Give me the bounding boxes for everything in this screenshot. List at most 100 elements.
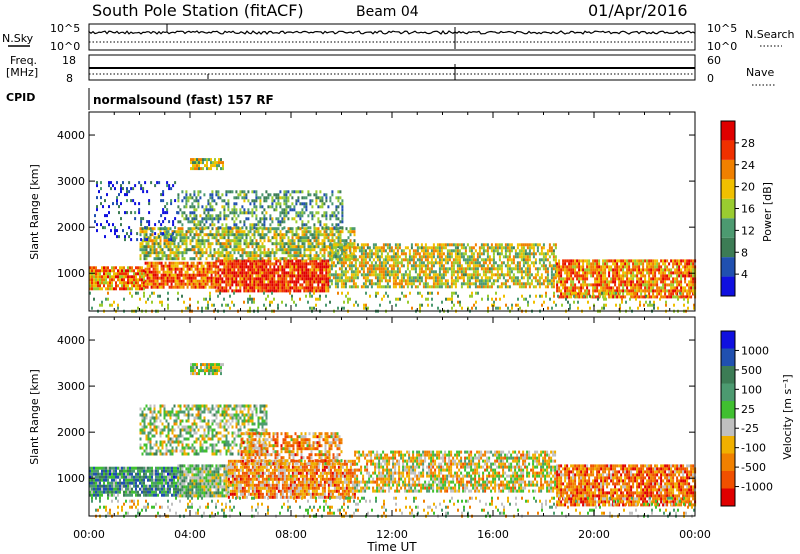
- scatter-cell: [530, 279, 533, 283]
- scatter-cell: [239, 283, 242, 287]
- scatter-cell: [307, 239, 310, 243]
- scatter-cell: [151, 242, 154, 246]
- scatter-cell: [517, 303, 519, 307]
- scatter-cell: [205, 233, 208, 237]
- scatter-cell: [249, 265, 252, 269]
- scatter-cell: [335, 205, 338, 209]
- scatter-cell: [664, 277, 667, 281]
- scatter-cell: [160, 264, 163, 268]
- scatter-cell: [185, 205, 188, 209]
- scatter-cell: [271, 242, 274, 246]
- scatter-cell: [263, 289, 266, 293]
- nave-tick-top: 60: [707, 54, 721, 67]
- scatter-cell: [466, 264, 469, 268]
- scatter-cell: [518, 285, 521, 289]
- scatter-cell: [339, 226, 342, 230]
- scatter-cell: [341, 211, 344, 215]
- scatter-cell: [570, 280, 573, 284]
- scatter-cell: [650, 262, 653, 266]
- scatter-cell: [263, 239, 266, 243]
- scatter-cell: [634, 265, 637, 269]
- scatter-cell: [490, 243, 493, 247]
- scatter-cell: [305, 208, 308, 212]
- scatter-cell: [592, 286, 595, 290]
- scatter-cell: [142, 217, 145, 221]
- scatter-cell: [656, 268, 659, 272]
- scatter-cell: [200, 167, 202, 171]
- scatter-cell: [370, 285, 373, 289]
- scatter-cell: [267, 259, 270, 263]
- scatter-cell: [211, 233, 214, 237]
- scatter-cell: [323, 268, 326, 272]
- scatter-cell: [674, 262, 677, 266]
- scatter-cell: [217, 226, 220, 230]
- scatter-cell: [202, 282, 205, 286]
- scatter-cell: [168, 279, 171, 283]
- scatter-cell: [251, 265, 254, 269]
- scatter-cell: [265, 217, 268, 221]
- scatter-cell: [125, 275, 127, 279]
- scatter-cell: [251, 300, 253, 304]
- scatter-cell: [313, 193, 316, 197]
- scatter-cell: [192, 279, 195, 283]
- scatter-cell: [111, 275, 113, 279]
- scatter-cell: [311, 233, 314, 237]
- scatter-cell: [331, 227, 334, 231]
- scatter-cell: [619, 306, 621, 310]
- scatter-cell: [512, 258, 515, 262]
- scatter-cell: [450, 252, 453, 256]
- scatter-cell: [225, 259, 228, 263]
- scatter-cell: [160, 276, 163, 280]
- scatter-cell: [334, 285, 337, 289]
- scatter-cell: [450, 264, 453, 268]
- scatter-cell: [297, 242, 300, 246]
- scatter-cell: [642, 280, 645, 284]
- scatter-cell: [521, 294, 523, 298]
- scatter-cell: [578, 274, 581, 278]
- scatter-cell: [293, 208, 296, 212]
- scatter-cell: [452, 249, 455, 253]
- scatter-cell: [526, 267, 529, 271]
- scatter-cell: [241, 233, 244, 237]
- scatter-cell: [285, 230, 288, 234]
- scatter-cell: [512, 273, 515, 277]
- scatter-cell: [116, 202, 118, 206]
- scatter-cell: [285, 211, 288, 215]
- scatter-cell: [408, 249, 411, 253]
- scatter-cell: [323, 251, 326, 255]
- scatter-cell: [97, 278, 99, 282]
- scatter-cell: [170, 276, 173, 280]
- scatter-cell: [215, 227, 218, 231]
- scatter-cell: [548, 255, 551, 259]
- scatter-cell: [209, 223, 212, 227]
- scatter-cell: [366, 267, 369, 271]
- scatter-cell: [432, 246, 435, 250]
- scatter-cell: [151, 239, 154, 243]
- scatter-cell: [105, 269, 107, 273]
- scatter-cell: [626, 280, 629, 284]
- scatter-cell: [486, 243, 489, 247]
- scatter-cell: [229, 259, 232, 263]
- scatter-cell: [404, 252, 407, 256]
- scatter-cell: [674, 295, 677, 299]
- scatter-cell: [239, 265, 242, 269]
- scatter-cell: [605, 303, 607, 307]
- scatter-cell: [149, 248, 152, 252]
- scatter-cell: [243, 265, 246, 269]
- scatter-cell: [524, 252, 527, 256]
- scatter-cell: [169, 248, 172, 252]
- scatter-cell: [245, 265, 248, 269]
- scatter-cell: [622, 265, 625, 269]
- scatter-cell: [309, 193, 312, 197]
- scatter-cell: [679, 291, 681, 295]
- scatter-cell: [640, 289, 643, 293]
- scatter-cell: [259, 205, 262, 209]
- scatter-cell: [518, 243, 521, 247]
- scatter-cell: [147, 251, 150, 255]
- scatter-cell: [336, 261, 339, 265]
- scatter-cell: [458, 276, 461, 280]
- scatter-cell: [374, 264, 377, 268]
- scatter-cell: [648, 271, 651, 275]
- scatter-cell: [339, 239, 342, 243]
- scatter-cell: [616, 289, 619, 293]
